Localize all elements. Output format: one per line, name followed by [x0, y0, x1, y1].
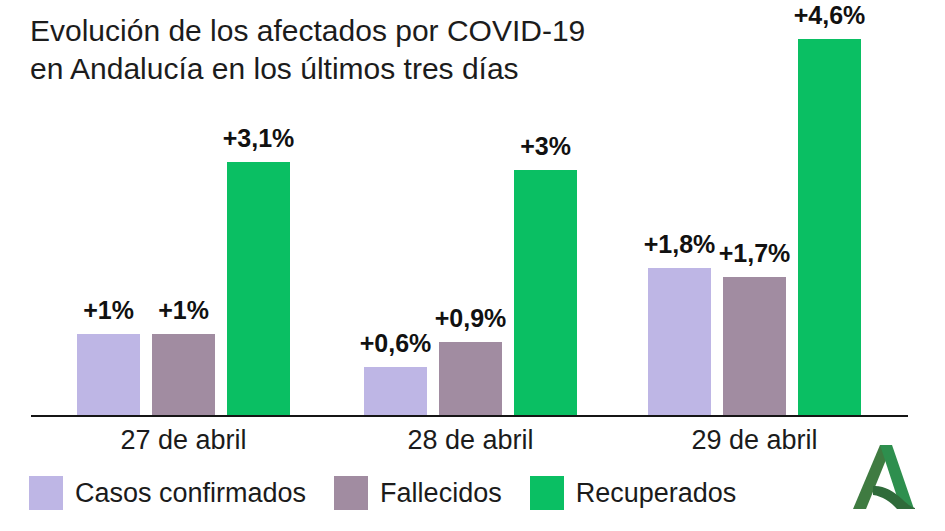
bar-fallecidos-29-de-abril — [723, 277, 786, 416]
bar-casos-confirmados-29-de-abril — [648, 268, 711, 416]
x-tick-label: 28 de abril — [407, 425, 533, 456]
x-tick-label: 27 de abril — [120, 425, 246, 456]
chart-title-line-2: en Andalucía en los últimos tres días — [30, 50, 585, 88]
bar-casos-confirmados-27-de-abril — [77, 334, 140, 416]
legend-swatch — [29, 476, 63, 510]
chart-title: Evolución de los afectados por COVID-19 … — [30, 12, 585, 88]
bar-value-label: +1% — [158, 296, 209, 325]
legend-swatch — [530, 476, 564, 510]
legend-item-recuperados: Recuperados — [530, 476, 737, 510]
legend-swatch — [334, 476, 368, 510]
bar-fallecidos-28-de-abril — [439, 342, 502, 416]
legend-item-casos-confirmados: Casos confirmados — [29, 476, 306, 510]
bar-value-label: +1% — [83, 296, 134, 325]
chart-canvas: Evolución de los afectados por COVID-19 … — [0, 0, 945, 531]
legend-label: Recuperados — [576, 478, 737, 509]
bar-value-label: +0,6% — [360, 329, 432, 358]
bar-recuperados-29-de-abril — [798, 39, 861, 416]
legend-item-fallecidos: Fallecidos — [334, 476, 502, 510]
bar-value-label: +3% — [520, 132, 571, 161]
bar-value-label: +4,6% — [794, 1, 866, 30]
bar-recuperados-27-de-abril — [227, 162, 290, 416]
x-axis-line — [31, 415, 908, 417]
bar-casos-confirmados-28-de-abril — [364, 367, 427, 416]
bar-fallecidos-27-de-abril — [152, 334, 215, 416]
legend-label: Fallecidos — [380, 478, 502, 509]
bar-value-label: +0,9% — [435, 304, 507, 333]
junta-de-andalucia-logo — [853, 445, 915, 509]
legend: Casos confirmados Fallecidos Recuperados — [29, 476, 736, 510]
bar-value-label: +1,7% — [719, 239, 791, 268]
chart-title-line-1: Evolución de los afectados por COVID-19 — [30, 12, 585, 50]
bar-recuperados-28-de-abril — [514, 170, 577, 416]
x-tick-label: 29 de abril — [691, 425, 817, 456]
bar-value-label: +1,8% — [644, 230, 716, 259]
bar-value-label: +3,1% — [223, 124, 295, 153]
legend-label: Casos confirmados — [75, 478, 306, 509]
